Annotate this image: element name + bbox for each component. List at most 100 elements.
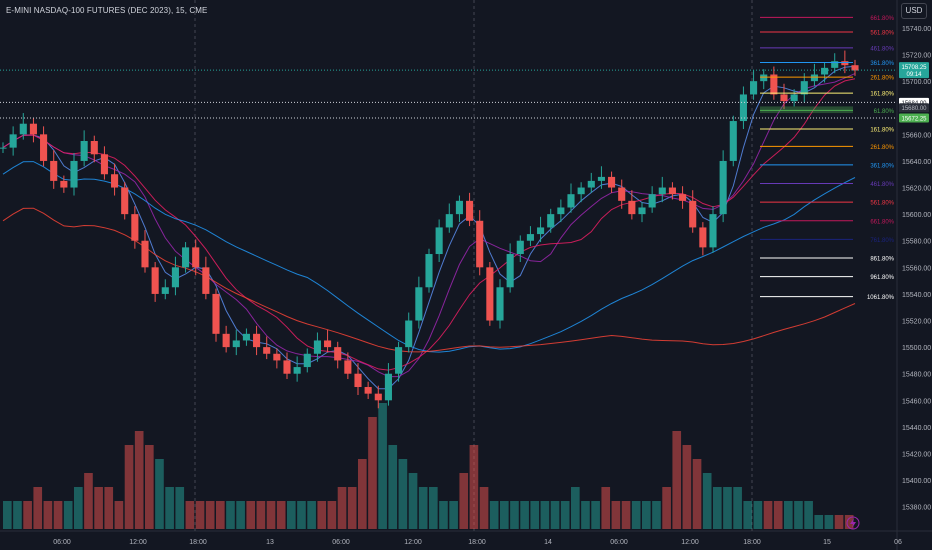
y-tick-label: 15580.00 bbox=[902, 239, 931, 246]
volume-bar bbox=[662, 487, 671, 529]
volume-bar bbox=[287, 501, 296, 529]
candle-body bbox=[668, 187, 676, 195]
y-tick-label: 15600.00 bbox=[902, 212, 931, 219]
volume-bar bbox=[560, 501, 570, 529]
candle-body bbox=[192, 247, 200, 268]
x-tick-label: 06 bbox=[894, 539, 902, 546]
volume-bar bbox=[195, 501, 205, 529]
fib-zone bbox=[760, 106, 853, 114]
candle-body bbox=[537, 227, 545, 235]
price-tag-value: 15672.25 bbox=[901, 117, 927, 123]
volume-bar bbox=[378, 403, 387, 529]
volume-bar bbox=[388, 445, 398, 529]
candle-body bbox=[121, 187, 129, 215]
candle-body bbox=[313, 340, 321, 354]
x-tick-label: 12:00 bbox=[129, 539, 147, 546]
volume-bar bbox=[358, 459, 367, 529]
x-tick-label: 12:00 bbox=[681, 539, 699, 546]
volume-bar bbox=[408, 473, 418, 529]
candle-body bbox=[526, 234, 534, 241]
candle-body bbox=[597, 176, 605, 181]
volume-bar bbox=[753, 501, 763, 529]
fib-lower-label: 561.80% bbox=[870, 201, 894, 207]
y-tick-label: 15540.00 bbox=[902, 292, 931, 299]
volume-bar bbox=[459, 473, 469, 529]
candle-body bbox=[841, 61, 849, 66]
volume-bar bbox=[3, 501, 12, 529]
volume-bar bbox=[33, 487, 43, 529]
volume-bar bbox=[591, 501, 600, 529]
volume-bar bbox=[347, 487, 357, 529]
volume-bar bbox=[621, 501, 631, 529]
volume-bar bbox=[743, 501, 753, 529]
x-tick-label: 12:00 bbox=[404, 539, 422, 546]
volume-bar bbox=[520, 501, 529, 529]
volume-bar bbox=[398, 459, 408, 529]
candle-body bbox=[719, 160, 727, 215]
y-tick-label: 15460.00 bbox=[902, 398, 931, 405]
volume-bar bbox=[550, 501, 560, 529]
candle-body bbox=[212, 293, 220, 334]
candle-body bbox=[80, 140, 88, 161]
y-tick-label: 15440.00 bbox=[902, 425, 931, 432]
candle-body bbox=[60, 180, 68, 188]
fib-lower-label: 461.80% bbox=[870, 182, 894, 188]
y-tick-label: 15700.00 bbox=[902, 79, 931, 86]
volume-bar bbox=[702, 473, 712, 529]
candle-body bbox=[111, 174, 119, 188]
x-tick-label: 06:00 bbox=[610, 539, 628, 546]
volume-bar bbox=[784, 501, 793, 529]
fib-upper-label: 661.80% bbox=[870, 16, 894, 22]
candle-body bbox=[496, 287, 504, 321]
volume-bar bbox=[23, 501, 32, 529]
candle-body bbox=[800, 81, 808, 95]
candle-body bbox=[506, 254, 514, 288]
candle-body bbox=[70, 160, 78, 188]
volume-bar bbox=[429, 487, 438, 529]
candle-body bbox=[618, 187, 626, 201]
candle-body bbox=[790, 94, 798, 102]
volume-bar bbox=[124, 445, 134, 529]
fib-lower-label: 261.80% bbox=[870, 145, 894, 151]
volume-bar bbox=[510, 501, 519, 529]
candle-body bbox=[90, 140, 98, 155]
currency-button[interactable]: USD bbox=[901, 3, 927, 19]
volume-bar bbox=[155, 459, 164, 529]
y-tick-label: 15420.00 bbox=[902, 452, 931, 459]
candle-body bbox=[395, 347, 403, 374]
volume-bar bbox=[145, 445, 154, 529]
volume-bar bbox=[94, 487, 103, 529]
candle-body bbox=[161, 287, 169, 294]
candle-body bbox=[709, 214, 717, 248]
volume-bar bbox=[327, 501, 337, 529]
candle-body bbox=[171, 267, 179, 288]
fib-lower-label: 661.80% bbox=[870, 219, 894, 225]
fib-lower-label: 361.80% bbox=[870, 163, 894, 169]
lightning-icon[interactable] bbox=[846, 516, 860, 530]
volume-bar bbox=[530, 501, 540, 529]
candle-body bbox=[273, 353, 281, 361]
candle-body bbox=[567, 194, 575, 208]
volume-bar bbox=[672, 431, 682, 529]
volume-bar bbox=[256, 501, 266, 529]
candle-body bbox=[324, 340, 332, 348]
price-tag-bg bbox=[899, 62, 929, 79]
volume-bar bbox=[216, 501, 225, 529]
candle-body bbox=[40, 134, 48, 161]
volume-bar bbox=[713, 487, 722, 529]
fib-lower-label: 161.80% bbox=[870, 128, 894, 134]
candle-body bbox=[222, 333, 230, 348]
volume-bar bbox=[824, 515, 834, 529]
y-tick-label: 15480.00 bbox=[902, 372, 931, 379]
price-tag-bg bbox=[899, 103, 929, 113]
volume-bar bbox=[13, 501, 22, 529]
volume-bar bbox=[500, 501, 509, 529]
candle-body bbox=[303, 353, 311, 368]
candle-body bbox=[587, 180, 595, 188]
candle-body bbox=[648, 194, 656, 208]
candle-body bbox=[476, 220, 484, 268]
volume-bar bbox=[317, 501, 327, 529]
price-tag-countdown: 09:14 bbox=[906, 72, 922, 78]
volume-bar bbox=[307, 501, 316, 529]
